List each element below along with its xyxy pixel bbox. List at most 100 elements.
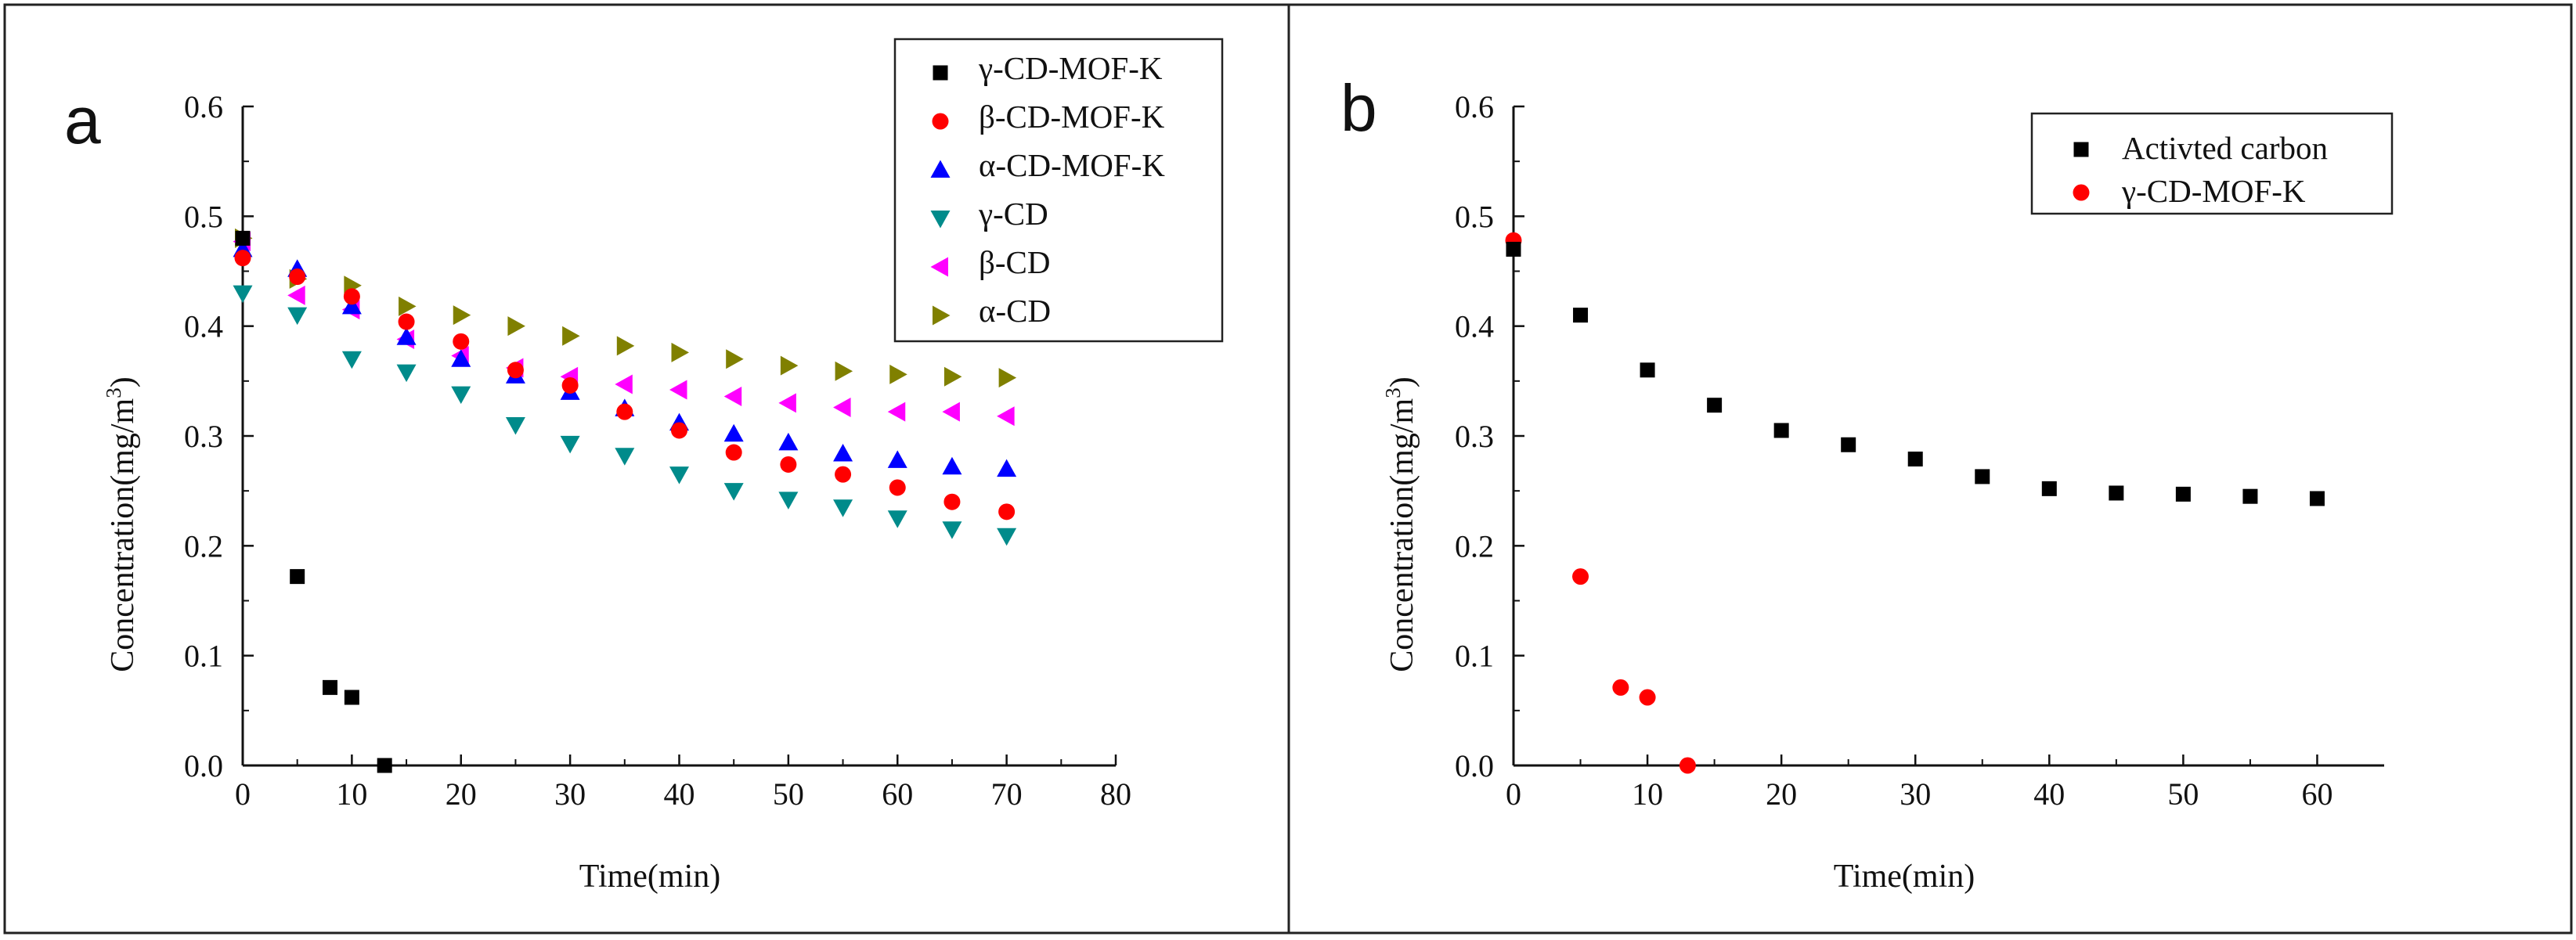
panel-a-x-tick-label: 50	[773, 776, 804, 812]
panel-a-data-point	[671, 422, 687, 439]
panel-a-x-tick-label: 30	[554, 776, 586, 812]
panel-a-legend-label: β-CD-MOF-K	[979, 99, 1165, 135]
panel-a-data-point	[287, 307, 308, 326]
panel-a-legend-marker	[932, 113, 949, 130]
panel-a-data-point	[234, 250, 251, 267]
panel-b-y-tick-label: 0.5	[1455, 199, 1494, 234]
panel-a-data-point	[726, 349, 744, 369]
panel-a-data-point	[507, 362, 524, 379]
panel-a-data-point	[889, 364, 907, 384]
panel-b-x-axis-title: Time(min)	[1834, 859, 1975, 895]
panel-a-data-point	[453, 305, 471, 326]
panel-a-y-tick-label: 0.2	[184, 528, 223, 564]
panel-a-data-point	[723, 386, 742, 406]
panel-a-x-tick-label: 20	[446, 776, 477, 812]
panel-a-data-point	[725, 444, 742, 461]
panel-a-data-point	[778, 492, 799, 510]
panel-a-legend-label: γ-CD	[978, 196, 1048, 232]
panel-a-legend-marker	[930, 257, 948, 277]
panel-a-data-point	[616, 336, 635, 356]
panel-a-data-point	[233, 285, 253, 304]
panel-b-legend-label: γ-CD-MOF-K	[2121, 173, 2306, 209]
panel-b-data-point	[1707, 398, 1723, 413]
panel-b-data-point	[1679, 757, 1696, 774]
panel-b-y-tick-label: 0.1	[1455, 639, 1494, 674]
panel-b-y-tick-label: 0.6	[1455, 89, 1494, 124]
panel-a-legend-box	[893, 38, 1224, 343]
panel-a-data-point	[778, 432, 799, 451]
panel-a-data-point	[399, 296, 417, 316]
panel-a-data-point	[723, 423, 744, 442]
panel-b-data-point	[1639, 689, 1656, 706]
panel-b-y-tick-label: 0.4	[1455, 309, 1494, 344]
panel-a-data-point	[887, 402, 906, 422]
panel-a-data-point	[943, 493, 961, 510]
panel-a-data-point	[451, 386, 471, 405]
panel-a-data-point	[833, 443, 853, 462]
panel-a-legend-markers	[930, 65, 951, 326]
panel-a-data-point	[343, 288, 360, 305]
panel-a-data-point	[780, 456, 797, 473]
panel-b-legend-box	[2030, 112, 2394, 215]
panel-a-data-point	[341, 296, 362, 315]
panel-b-data-point	[1907, 451, 1923, 466]
panel-b-data-point	[1975, 469, 1990, 484]
panel-a-data-point	[671, 342, 689, 362]
panel-b-legend-marker	[2073, 142, 2089, 157]
panel-b-data-point	[2242, 488, 2258, 504]
panel-a-legend-marker	[933, 305, 951, 326]
panel-b-data-point	[2109, 485, 2124, 501]
panel-a-data-point	[998, 368, 1017, 388]
panel-b-x-tick-label: 50	[2167, 776, 2199, 812]
panel-a-data-point	[344, 690, 359, 705]
panel-b-frame	[1287, 3, 2573, 935]
panel-a-data-point	[942, 456, 962, 475]
panel-a-legend-marker	[933, 65, 948, 81]
panel-b-data-point	[1572, 568, 1589, 585]
panel-a-data-point	[507, 316, 525, 337]
panel-b-y-tick-label: 0.3	[1455, 419, 1494, 454]
panel-a-y-axis-title: Concentration(mg/m3)	[102, 376, 141, 672]
panel-a-data-point	[323, 679, 337, 695]
panel-a-data-point	[833, 398, 851, 418]
panel-a-data-point	[287, 285, 305, 305]
panel-a-data-point	[615, 448, 635, 466]
panel-a-x-tick-label: 0	[235, 776, 251, 812]
panel-a-data-point	[289, 268, 306, 286]
panel-a-data-point	[723, 483, 744, 501]
panel-a-data-point	[835, 361, 853, 381]
panel-a: a Time(min) Concentration(mg/m3) 0 10 20 30…	[64, 38, 1224, 895]
panel-a-data-point	[943, 366, 962, 387]
panel-a-legend-marker	[930, 211, 951, 229]
panel-b-letter: b	[1340, 71, 1377, 145]
panel-b-data-point	[1773, 423, 1789, 438]
panel-b-y-tick-label: 0.0	[1455, 748, 1494, 783]
panel-a-x-tick-label: 80	[1100, 776, 1131, 812]
panel-b-x-tick-label: 20	[1766, 776, 1797, 812]
panel-a-data-point	[997, 528, 1017, 546]
panel-a-x-tick-label: 40	[664, 776, 695, 812]
panel-a-data-point	[560, 435, 580, 454]
panel-a-data-point	[998, 503, 1016, 520]
panel-a-y-tick-label: 0.5	[184, 199, 223, 234]
panel-a-legend: γ-CD-MOF-K β-CD-MOF-K α-CD-MOF-K γ-CD β-…	[893, 38, 1224, 343]
panel-a-data-point	[942, 402, 960, 422]
panel-b-data-point	[1506, 241, 1521, 257]
panel-b-plot: 0 10 20 30 40 50 60 0.0 0.1 0.2 0.3 0.4 0.5 0.6	[1455, 89, 2384, 812]
panel-a-data-point	[669, 380, 687, 400]
panel-b-data-point	[1841, 437, 1856, 452]
panel-b-data-point	[1640, 362, 1655, 378]
panel-a-data-point	[835, 466, 852, 483]
panel-a-data-point	[398, 313, 415, 330]
panel-a-data-point	[942, 521, 962, 539]
panel-b-x-tick-label: 60	[2301, 776, 2332, 812]
panel-a-data-point	[616, 403, 633, 420]
panel-b-x-tick-label: 0	[1506, 776, 1521, 812]
panel-a-y-tick-label: 0.6	[184, 89, 223, 124]
panel-a-data-point	[562, 326, 580, 346]
panel-a-y-tick-label: 0.4	[184, 309, 223, 344]
panel-b-data-point	[2175, 486, 2191, 502]
panel-a-data-point	[396, 364, 417, 383]
panel-a-x-axis-title: Time(min)	[579, 859, 720, 895]
